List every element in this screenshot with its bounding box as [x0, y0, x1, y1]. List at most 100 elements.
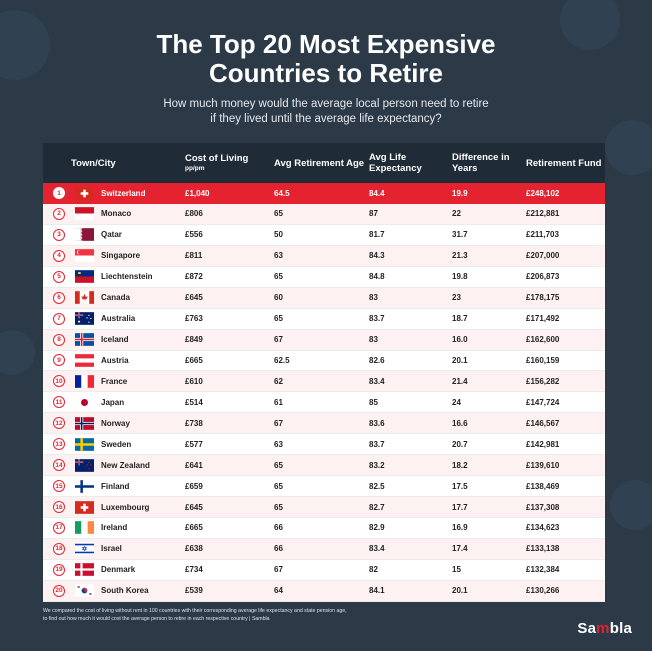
fund-cell: £134,623	[526, 523, 560, 533]
country-name: Israel	[101, 544, 122, 554]
fund-cell: £130,266	[526, 586, 560, 596]
country-name: Sweden	[101, 439, 132, 449]
table-row: 18 Israel £638 66 83.4 17.4 £133,138	[43, 538, 605, 560]
rank-badge: 6	[53, 291, 65, 304]
diff-cell: 16.9	[452, 523, 468, 533]
country-cell: Iceland	[75, 333, 181, 346]
life-cell: 84.1	[369, 586, 385, 596]
diff-cell: 17.4	[452, 544, 468, 554]
life-cell: 83	[369, 293, 378, 303]
table-row: 10 France £610 62 83.4 21.4 £156,282	[43, 371, 605, 393]
ca-flag-icon	[75, 291, 94, 304]
subtitle-line-2: if they lived until the average life exp…	[210, 113, 442, 125]
country-cell: Austria	[75, 354, 181, 367]
diff-cell: 20.1	[452, 355, 468, 365]
rank-badge: 7	[53, 312, 65, 325]
table-row: 6 Canada £645 60 83 23 £178,175	[43, 287, 605, 309]
country-cell: Qatar	[75, 228, 181, 242]
title-line-1: The Top 20 Most Expensive	[156, 29, 496, 59]
diff-cell: 21.3	[452, 251, 468, 261]
country-name: Singapore	[101, 251, 141, 261]
column-header-life: Avg Life Expectancy	[369, 152, 422, 174]
country-cell: Finland	[75, 479, 181, 493]
diff-cell: 20.7	[452, 439, 468, 449]
age-cell: 62	[274, 376, 283, 386]
fund-cell: £178,175	[526, 293, 560, 303]
country-cell: Luxembourg	[75, 500, 181, 514]
cost-cell: £1,040	[185, 188, 210, 198]
rank-badge: 9	[53, 354, 65, 367]
fund-cell: £142,981	[526, 439, 560, 449]
life-cell: 81.7	[369, 230, 385, 240]
il-flag-icon	[75, 542, 94, 556]
fund-cell: £162,600	[526, 335, 560, 345]
rank-cell: 8	[43, 333, 75, 346]
rank-cell: 9	[43, 354, 75, 367]
rank-cell: 13	[43, 438, 75, 451]
subtitle-line-1: How much money would the average local p…	[163, 98, 489, 110]
fund-cell: £132,384	[526, 565, 560, 575]
rank-badge: 1	[53, 187, 65, 200]
table-body: 1 Switzerland £1,040 64.5 84.4 19.9 £248,102 2 M…	[43, 183, 605, 602]
diff-cell: 16.0	[452, 335, 468, 345]
life-cell: 83.4	[369, 544, 385, 554]
country-cell: Denmark	[75, 563, 181, 577]
cost-cell: £872	[185, 272, 203, 282]
rank-badge: 16	[53, 501, 65, 514]
rank-badge: 18	[53, 542, 65, 555]
fund-cell: £206,873	[526, 272, 560, 282]
country-name: South Korea	[101, 586, 149, 596]
diff-cell: 15	[452, 565, 461, 575]
age-cell: 65	[274, 460, 283, 470]
country-name: Austria	[101, 355, 129, 365]
table-row: 5 Liechtenstein £872 65 84.8 19.8 £206,873	[43, 266, 605, 288]
table-row: 7 Australia £763 65 83.7 18.7 £171,492	[43, 308, 605, 330]
table-row: 4 Singapore £811 63 84.3 21.3 £207,000	[43, 245, 605, 267]
country-name: Australia	[101, 314, 136, 324]
life-cell: 84.8	[369, 272, 385, 282]
table-header-row: Town/City Cost of Living pp/pm Avg Retir…	[43, 143, 605, 183]
country-cell: Monaco	[75, 207, 181, 221]
diff-cell: 24	[452, 397, 461, 407]
country-cell: New Zealand	[75, 458, 181, 472]
table-row: 9 Austria £665 62.5 82.6 20.1 £160,159	[43, 350, 605, 372]
country-name: Norway	[101, 418, 130, 428]
fi-flag-icon	[75, 479, 94, 493]
age-cell: 64.5	[274, 188, 290, 198]
table-row: 3 Qatar £556 50 81.7 31.7 £211,703	[43, 224, 605, 246]
rank-cell: 16	[43, 501, 75, 514]
jp-flag-icon	[75, 396, 94, 409]
life-cell: 83.7	[369, 439, 385, 449]
rank-badge: 13	[53, 438, 65, 451]
rank-cell: 1	[43, 187, 75, 200]
sg-flag-icon	[75, 249, 94, 263]
country-cell: Norway	[75, 416, 181, 430]
diff-cell: 23	[452, 293, 461, 303]
kr-flag-icon	[75, 584, 94, 598]
country-cell: Singapore	[75, 249, 181, 263]
life-cell: 83	[369, 335, 378, 345]
life-cell: 87	[369, 209, 378, 219]
cost-cell: £665	[185, 355, 203, 365]
age-cell: 66	[274, 523, 283, 533]
table-row: 12 Norway £738 67 83.6 16.6 £146,567	[43, 413, 605, 435]
age-cell: 65	[274, 314, 283, 324]
life-cell: 83.7	[369, 314, 385, 324]
life-cell: 82.9	[369, 523, 385, 533]
background-house-shape	[610, 480, 652, 530]
age-cell: 67	[274, 565, 283, 575]
age-cell: 65	[274, 502, 283, 512]
table-row: 19 Denmark £734 67 82 15 £132,384	[43, 559, 605, 581]
rank-badge: 4	[53, 249, 65, 262]
age-cell: 62.5	[274, 355, 290, 365]
dk-flag-icon	[75, 563, 94, 577]
country-name: Luxembourg	[101, 502, 150, 512]
rank-cell: 4	[43, 249, 75, 262]
age-cell: 50	[274, 230, 283, 240]
country-cell: Japan	[75, 396, 181, 409]
fund-cell: £147,724	[526, 397, 560, 407]
fund-cell: £160,159	[526, 355, 560, 365]
country-cell: Switzerland	[75, 187, 181, 200]
brand-logo-accent: m	[596, 620, 610, 637]
au-flag-icon	[75, 312, 94, 325]
